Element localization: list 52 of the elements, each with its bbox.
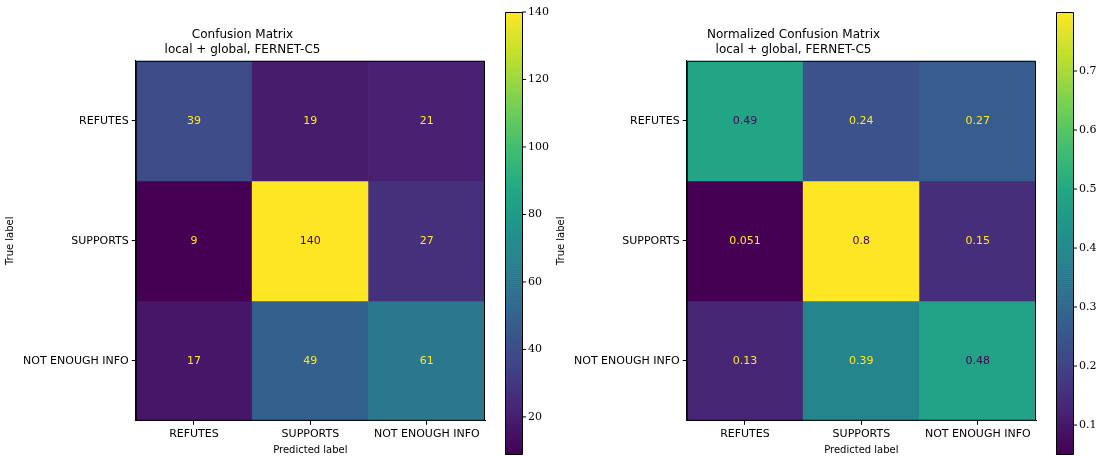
color-bar-label: 40 [528,342,542,356]
chart-title: Normalized Confusion Matrix [706,27,881,42]
color-bar-label: 0.6 [1079,122,1097,136]
y-tick-label: NOT ENOUGH INFO [22,353,130,367]
color-bar-label: 0.4 [1079,240,1097,254]
y-tick-label: SUPPORTS [71,233,129,247]
data-label: 27 [419,233,434,247]
data-label: 39 [186,113,201,127]
x-tick-label: REFUTES [169,427,219,441]
data-label: 0.13 [732,353,758,367]
y-tick-label: SUPPORTS [622,233,680,247]
data-label: 21 [419,113,434,127]
data-label: 0.15 [965,233,991,247]
y-tick-label: REFUTES [630,113,680,127]
color-bar-label: 140 [528,4,549,18]
data-label: 140 [299,233,321,247]
chart-title: Confusion Matrix [191,27,294,42]
data-label: 17 [186,353,201,367]
data-label: 0.48 [965,353,991,367]
color-bar-label: 80 [528,207,542,221]
x-tick-label: NOT ENOUGH INFO [373,427,480,441]
color-bar-label: 0.5 [1079,181,1097,195]
color-bar-label: 120 [528,72,549,86]
data-label: 0.24 [849,113,874,127]
data-label: 61 [419,353,434,367]
color-bar-label: 60 [528,274,542,288]
color-bar-label: 0.7 [1079,63,1097,77]
data-label: 0.051 [729,233,761,247]
color-bar-label: 0.2 [1079,358,1097,372]
y-axis-title: True label [3,216,15,267]
x-tick-label: REFUTES [720,427,770,441]
chart-subtitle: local + global, FERNET-C5 [164,41,321,56]
x-axis-title: Predicted label [273,443,348,455]
data-label: 0.49 [732,113,758,127]
chart-subtitle: local + global, FERNET-C5 [715,41,872,56]
y-tick-label: NOT ENOUGH INFO [573,353,681,367]
data-label: 0.39 [849,353,874,367]
data-label: 0.8 [852,233,871,247]
color-bar-label: 0.1 [1079,417,1097,431]
x-tick-label: SUPPORTS [281,427,340,441]
x-axis-title: Predicted label [824,443,899,455]
data-label: 9 [190,233,198,247]
y-axis-title: True label [554,216,566,267]
color-bar-label: 100 [528,139,549,153]
color-bar-label: 20 [528,409,542,423]
color-bar-label: 0.3 [1079,299,1097,313]
y-tick-label: REFUTES [79,113,129,127]
data-label: 0.27 [965,113,991,127]
x-tick-label: NOT ENOUGH INFO [924,427,1031,441]
data-label: 49 [303,353,318,367]
x-tick-label: SUPPORTS [832,427,891,441]
data-label: 19 [303,113,318,127]
